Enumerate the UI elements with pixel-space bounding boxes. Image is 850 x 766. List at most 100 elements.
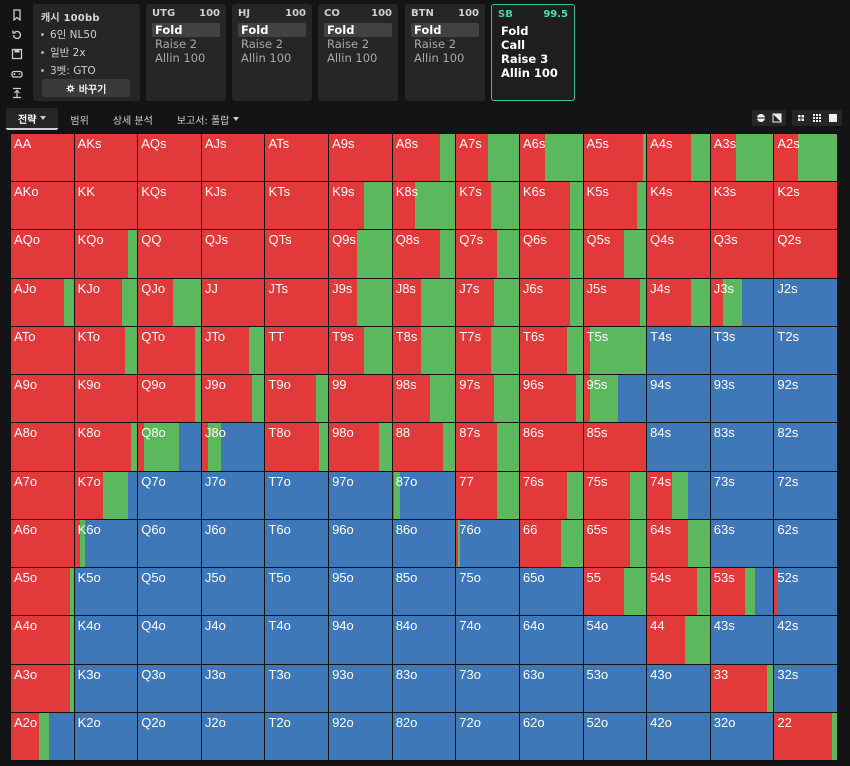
- hand-cell-85s[interactable]: 85s: [583, 423, 647, 471]
- hand-cell-T5o[interactable]: T5o: [265, 568, 329, 616]
- hand-cell-T4s[interactable]: T4s: [647, 326, 710, 375]
- hand-cell-62o[interactable]: 62o: [519, 712, 583, 760]
- hand-cell-A4o[interactable]: A4o: [11, 616, 74, 664]
- hand-cell-J4o[interactable]: J4o: [201, 616, 265, 664]
- export-icon[interactable]: [10, 86, 24, 100]
- hand-cell-J9s[interactable]: J9s: [329, 278, 392, 326]
- hand-cell-AKs[interactable]: AKs: [74, 134, 138, 182]
- hand-cell-76s[interactable]: 76s: [519, 471, 583, 519]
- hand-cell-KTs[interactable]: KTs: [265, 182, 329, 230]
- hand-cell-T8o[interactable]: T8o: [265, 423, 329, 471]
- hand-cell-Q9o[interactable]: Q9o: [138, 375, 201, 423]
- hand-cell-65s[interactable]: 65s: [583, 519, 647, 568]
- hand-cell-62s[interactable]: 62s: [774, 519, 837, 568]
- hand-cell-JJ[interactable]: JJ: [201, 278, 265, 326]
- hand-cell-T4o[interactable]: T4o: [265, 616, 329, 664]
- hand-cell-75s[interactable]: 75s: [583, 471, 647, 519]
- hand-cell-64o[interactable]: 64o: [519, 616, 583, 664]
- hand-cell-54s[interactable]: 54s: [647, 568, 710, 616]
- hand-cell-99[interactable]: 99: [329, 375, 392, 423]
- hand-cell-42s[interactable]: 42s: [774, 616, 837, 664]
- hand-cell-54o[interactable]: 54o: [583, 616, 647, 664]
- change-game-button[interactable]: 바꾸기: [42, 79, 130, 97]
- hand-cell-Q4s[interactable]: Q4s: [647, 230, 710, 278]
- hand-cell-A2o[interactable]: A2o: [11, 712, 74, 760]
- hand-cell-94s[interactable]: 94s: [647, 375, 710, 423]
- hand-cell-84o[interactable]: 84o: [392, 616, 456, 664]
- hand-cell-K5o[interactable]: K5o: [74, 568, 138, 616]
- hand-cell-Q6o[interactable]: Q6o: [138, 519, 201, 568]
- action-option[interactable]: Raise 2: [414, 37, 457, 51]
- hand-cell-QJo[interactable]: QJo: [138, 278, 201, 326]
- hand-cell-J8s[interactable]: J8s: [392, 278, 456, 326]
- position-card-sb[interactable]: SB 99.5 Fold Call Raise 3 Allin 100: [491, 4, 575, 101]
- grid-small-icon[interactable]: [795, 112, 807, 124]
- hand-cell-QJs[interactable]: QJs: [201, 230, 265, 278]
- position-card-hj[interactable]: HJ 100 Fold Raise 2 Allin 100: [232, 4, 312, 101]
- hand-cell-32o[interactable]: 32o: [710, 712, 774, 760]
- hand-cell-82o[interactable]: 82o: [392, 712, 456, 760]
- action-option[interactable]: Fold: [152, 23, 220, 37]
- hand-cell-T6o[interactable]: T6o: [265, 519, 329, 568]
- hand-cell-87o[interactable]: 87o: [392, 471, 456, 519]
- hand-cell-A7o[interactable]: A7o: [11, 471, 74, 519]
- hand-cell-JTs[interactable]: JTs: [265, 278, 329, 326]
- hand-cell-82s[interactable]: 82s: [774, 423, 837, 471]
- hand-cell-A3o[interactable]: A3o: [11, 664, 74, 712]
- hand-cell-84s[interactable]: 84s: [647, 423, 710, 471]
- hand-cell-K4s[interactable]: K4s: [647, 182, 710, 230]
- hand-cell-Q8s[interactable]: Q8s: [392, 230, 456, 278]
- hand-cell-87s[interactable]: 87s: [456, 423, 519, 471]
- hand-cell-Q7o[interactable]: Q7o: [138, 471, 201, 519]
- hand-cell-A7s[interactable]: A7s: [456, 134, 519, 182]
- hand-cell-72o[interactable]: 72o: [456, 712, 519, 760]
- hand-cell-Q5s[interactable]: Q5s: [583, 230, 647, 278]
- action-option[interactable]: Allin 100: [155, 51, 206, 65]
- hand-cell-A8s[interactable]: A8s: [392, 134, 456, 182]
- hand-cell-Q9s[interactable]: Q9s: [329, 230, 392, 278]
- hand-cell-A6o[interactable]: A6o: [11, 519, 74, 568]
- hand-cell-J5s[interactable]: J5s: [583, 278, 647, 326]
- hand-cell-96s[interactable]: 96s: [519, 375, 583, 423]
- hand-cell-42o[interactable]: 42o: [647, 712, 710, 760]
- hand-cell-QQ[interactable]: QQ: [138, 230, 201, 278]
- hand-cell-98s[interactable]: 98s: [392, 375, 456, 423]
- hand-cell-J4s[interactable]: J4s: [647, 278, 710, 326]
- tab-range[interactable]: 범위: [58, 108, 100, 130]
- hand-cell-A5o[interactable]: A5o: [11, 568, 74, 616]
- hand-cell-A3s[interactable]: A3s: [710, 134, 774, 182]
- position-card-utg[interactable]: UTG 100 Fold Raise 2 Allin 100: [146, 4, 226, 101]
- history-icon[interactable]: [10, 28, 24, 42]
- action-option[interactable]: Allin 100: [414, 51, 465, 65]
- hand-cell-ATs[interactable]: ATs: [265, 134, 329, 182]
- tab-strategy[interactable]: 전략: [6, 108, 59, 130]
- action-option[interactable]: Fold: [411, 23, 479, 37]
- hand-cell-J3o[interactable]: J3o: [201, 664, 265, 712]
- hand-cell-QTs[interactable]: QTs: [265, 230, 329, 278]
- hand-cell-72s[interactable]: 72s: [774, 471, 837, 519]
- hand-cell-KJs[interactable]: KJs: [201, 182, 265, 230]
- action-option[interactable]: Fold: [501, 24, 529, 38]
- hand-cell-88[interactable]: 88: [392, 423, 456, 471]
- hand-cell-93o[interactable]: 93o: [329, 664, 392, 712]
- hand-cell-Q4o[interactable]: Q4o: [138, 616, 201, 664]
- hand-cell-A8o[interactable]: A8o: [11, 423, 74, 471]
- hand-cell-33[interactable]: 33: [710, 664, 774, 712]
- hand-cell-A5s[interactable]: A5s: [583, 134, 647, 182]
- hand-cell-Q7s[interactable]: Q7s: [456, 230, 519, 278]
- hand-cell-AQs[interactable]: AQs: [138, 134, 201, 182]
- hand-cell-Q3s[interactable]: Q3s: [710, 230, 774, 278]
- hand-cell-T5s[interactable]: T5s: [583, 326, 647, 375]
- hand-cell-52s[interactable]: 52s: [774, 568, 837, 616]
- hand-cell-55[interactable]: 55: [583, 568, 647, 616]
- action-option[interactable]: Allin 100: [241, 51, 292, 65]
- hand-cell-83o[interactable]: 83o: [392, 664, 456, 712]
- action-option[interactable]: Allin 100: [327, 51, 378, 65]
- hand-cell-T6s[interactable]: T6s: [519, 326, 583, 375]
- hand-cell-KJo[interactable]: KJo: [74, 278, 138, 326]
- action-option[interactable]: Raise 2: [327, 37, 370, 51]
- hand-cell-T3o[interactable]: T3o: [265, 664, 329, 712]
- hand-cell-Q2o[interactable]: Q2o: [138, 712, 201, 760]
- hand-cell-K7o[interactable]: K7o: [74, 471, 138, 519]
- hand-cell-83s[interactable]: 83s: [710, 423, 774, 471]
